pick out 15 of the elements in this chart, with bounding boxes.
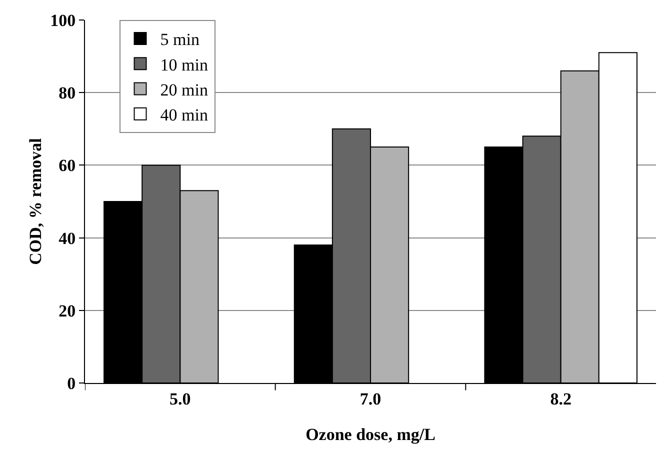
y-tick-label: 20 <box>58 301 76 320</box>
y-tick-label: 80 <box>58 84 76 103</box>
y-tick-label: 100 <box>50 10 76 30</box>
legend-label: 20 min <box>160 80 208 100</box>
y-tick-label: 0 <box>67 374 76 393</box>
x-tick-label: 5.0 <box>170 389 191 408</box>
legend-label: 10 min <box>160 55 208 74</box>
y-tick-label: 60 <box>58 156 76 176</box>
y-axis-title: COD, % removal <box>26 138 45 265</box>
x-tick-label: 8.2 <box>550 389 572 408</box>
x-axis-title: Ozone dose, mg/L <box>306 424 436 444</box>
x-tick-label: 7.0 <box>360 389 382 408</box>
y-tick-label: 40 <box>58 228 76 248</box>
legend-label: 40 min <box>160 105 208 124</box>
legend-label: 5 min <box>160 30 200 50</box>
